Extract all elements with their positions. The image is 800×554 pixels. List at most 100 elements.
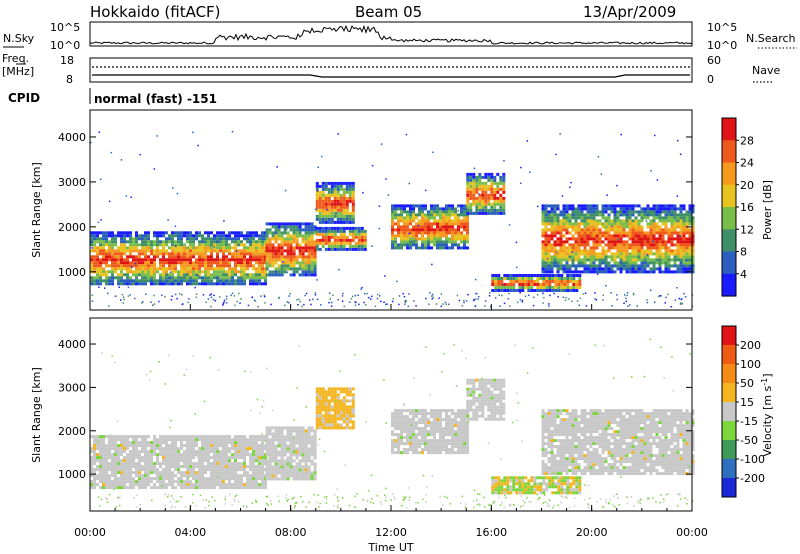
power-data bbox=[90, 131, 695, 308]
velocity-band-5 bbox=[491, 476, 582, 495]
velocity-cbar-seg-8 bbox=[722, 478, 736, 498]
velocity-band-1 bbox=[265, 426, 317, 481]
velocity-ytick-label-2: 3000 bbox=[58, 381, 86, 394]
power-cbar-seg-4 bbox=[722, 207, 736, 230]
nsearch-tick-low: 10^0 bbox=[707, 39, 737, 52]
power-cbar-label-1: 8 bbox=[740, 246, 747, 259]
velocity-cbar-label-2: 50 bbox=[740, 377, 754, 390]
power-band-2 bbox=[315, 181, 355, 224]
power-ytick-label-1: 2000 bbox=[58, 221, 86, 234]
velocity-band-6 bbox=[541, 409, 695, 476]
beam-title: Beam 05 bbox=[355, 3, 422, 21]
cpid-value: normal (fast) -151 bbox=[94, 92, 217, 106]
power-band-1 bbox=[265, 222, 317, 277]
freq-label-2: [MHz] bbox=[2, 65, 34, 78]
power-cbar-seg-2 bbox=[722, 162, 736, 186]
power-cbar-seg-1 bbox=[722, 140, 736, 164]
velocity-ytick-label-0: 1000 bbox=[58, 468, 86, 481]
nsky-label: N.Sky bbox=[3, 32, 35, 45]
velocity-cbar-seg-3 bbox=[722, 383, 736, 403]
freq-trace bbox=[92, 74, 690, 78]
freq-tick-low: 8 bbox=[66, 73, 73, 86]
time-axis: 00:00 04:00 08:00 12:00 16:00 20:00 00:00 bbox=[74, 304, 708, 539]
velocity-cbar-seg-2 bbox=[722, 364, 736, 384]
velocity-cbar-seg-0 bbox=[722, 326, 736, 346]
power-cbar-seg-5 bbox=[722, 229, 736, 253]
time-tick-label-0: 00:00 bbox=[74, 526, 106, 539]
power-band-3 bbox=[315, 226, 367, 251]
power-band-0 bbox=[90, 231, 267, 286]
freq-label-1: Freq. bbox=[2, 52, 29, 65]
power-colorbar: 4 8 12 16 20 24 28 bbox=[721, 117, 754, 297]
velocity-ytick-label-3: 4000 bbox=[58, 338, 86, 351]
power-cbar-label-3: 16 bbox=[740, 201, 754, 214]
velocity-yticks: 1000 2000 3000 4000 bbox=[58, 338, 692, 481]
time-tick-label-6: 00:00 bbox=[676, 526, 708, 539]
velocity-cbar-seg-7 bbox=[722, 459, 736, 479]
nsky-tick-low: 10^0 bbox=[50, 39, 80, 52]
nave-label: Nave bbox=[752, 64, 780, 77]
power-cbar-label: Power [dB] bbox=[761, 180, 774, 240]
velocity-band-0 bbox=[90, 435, 267, 490]
velocity-cbar-frame bbox=[721, 325, 737, 498]
velocity-cbar-label-7: -200 bbox=[740, 472, 765, 485]
velocity-cbar-label-1: 100 bbox=[740, 358, 761, 371]
power-cbar-seg-3 bbox=[722, 184, 736, 208]
nsearch-tick-high: 10^5 bbox=[707, 21, 737, 34]
power-ytick-label-0: 1000 bbox=[58, 266, 86, 279]
power-ytick-label-3: 4000 bbox=[58, 131, 86, 144]
power-cbar-label-6: 28 bbox=[740, 134, 754, 147]
velocity-ytick-label-1: 2000 bbox=[58, 425, 86, 438]
time-axis-label: Time UT bbox=[367, 541, 413, 554]
nsky-frame bbox=[89, 21, 693, 47]
power-band-7 bbox=[541, 204, 695, 274]
velocity-panel: Slant Range [km] 1000 2000 3000 4000 200 100… bbox=[30, 317, 775, 512]
nave-tick-low: 0 bbox=[707, 73, 714, 86]
power-cbar-label-2: 12 bbox=[740, 223, 754, 236]
power-cbar-label-4: 20 bbox=[740, 179, 754, 192]
power-scatter bbox=[90, 131, 694, 308]
power-ytick-label-2: 3000 bbox=[58, 176, 86, 189]
power-panel: Slant Range [km] 1000 2000 3000 4000 4 8 12 16… bbox=[30, 109, 774, 311]
power-cbar-label-0: 4 bbox=[740, 268, 747, 281]
velocity-cbar-label-0: 200 bbox=[740, 339, 761, 352]
velocity-cbar-label: Velocity [m s-1] bbox=[760, 373, 775, 456]
power-cbar-seg-7 bbox=[722, 273, 736, 297]
velocity-cbar-label-3: 15 bbox=[740, 396, 754, 409]
time-tick-label-4: 16:00 bbox=[475, 526, 507, 539]
velocity-scatter bbox=[97, 338, 694, 509]
power-cbar-seg-0 bbox=[722, 118, 736, 141]
velocity-ylabel: Slant Range [km] bbox=[30, 367, 43, 463]
nave-tick-high: 60 bbox=[707, 54, 721, 67]
velocity-cbar-label-5: -50 bbox=[740, 434, 758, 447]
nsky-tick-high: 10^5 bbox=[50, 21, 80, 34]
cpid-label: CPID bbox=[8, 91, 40, 105]
velocity-band-4 bbox=[466, 378, 506, 421]
velocity-colorbar: 200 100 50 15 -15 -50 -100 -200 bbox=[721, 325, 765, 498]
time-tick-label-3: 12:00 bbox=[375, 526, 407, 539]
time-tick-label-2: 08:00 bbox=[275, 526, 307, 539]
power-ylabel: Slant Range [km] bbox=[30, 162, 43, 258]
velocity-data bbox=[90, 338, 695, 509]
velocity-cbar-seg-6 bbox=[722, 440, 736, 460]
freq-panel: Freq. [MHz] 18 8 60 0 Nave bbox=[2, 52, 780, 86]
power-cbar-label-5: 24 bbox=[740, 157, 754, 170]
radar-title: Hokkaido (fitACF) bbox=[90, 3, 221, 21]
freq-frame bbox=[89, 57, 693, 83]
velocity-cbar-seg-1 bbox=[722, 345, 736, 365]
power-band-4 bbox=[391, 204, 469, 250]
power-cbar-seg-6 bbox=[722, 251, 736, 275]
time-tick-label-5: 20:00 bbox=[576, 526, 608, 539]
nsky-trace bbox=[89, 24, 693, 45]
nsky-panel: N.Sky 10^5 10^0 10^5 10^0 N.Search bbox=[3, 21, 797, 52]
power-band-5 bbox=[466, 172, 506, 215]
date-title: 13/Apr/2009 bbox=[583, 3, 676, 21]
velocity-band-2 bbox=[315, 387, 355, 430]
power-yticks: 1000 2000 3000 4000 bbox=[58, 131, 692, 279]
freq-tick-high: 18 bbox=[60, 54, 74, 67]
velocity-cbar-label-4: -15 bbox=[740, 415, 758, 428]
velocity-cbar-label-6: -100 bbox=[740, 453, 765, 466]
time-tick-label-1: 04:00 bbox=[174, 526, 206, 539]
power-band-6 bbox=[491, 274, 582, 292]
